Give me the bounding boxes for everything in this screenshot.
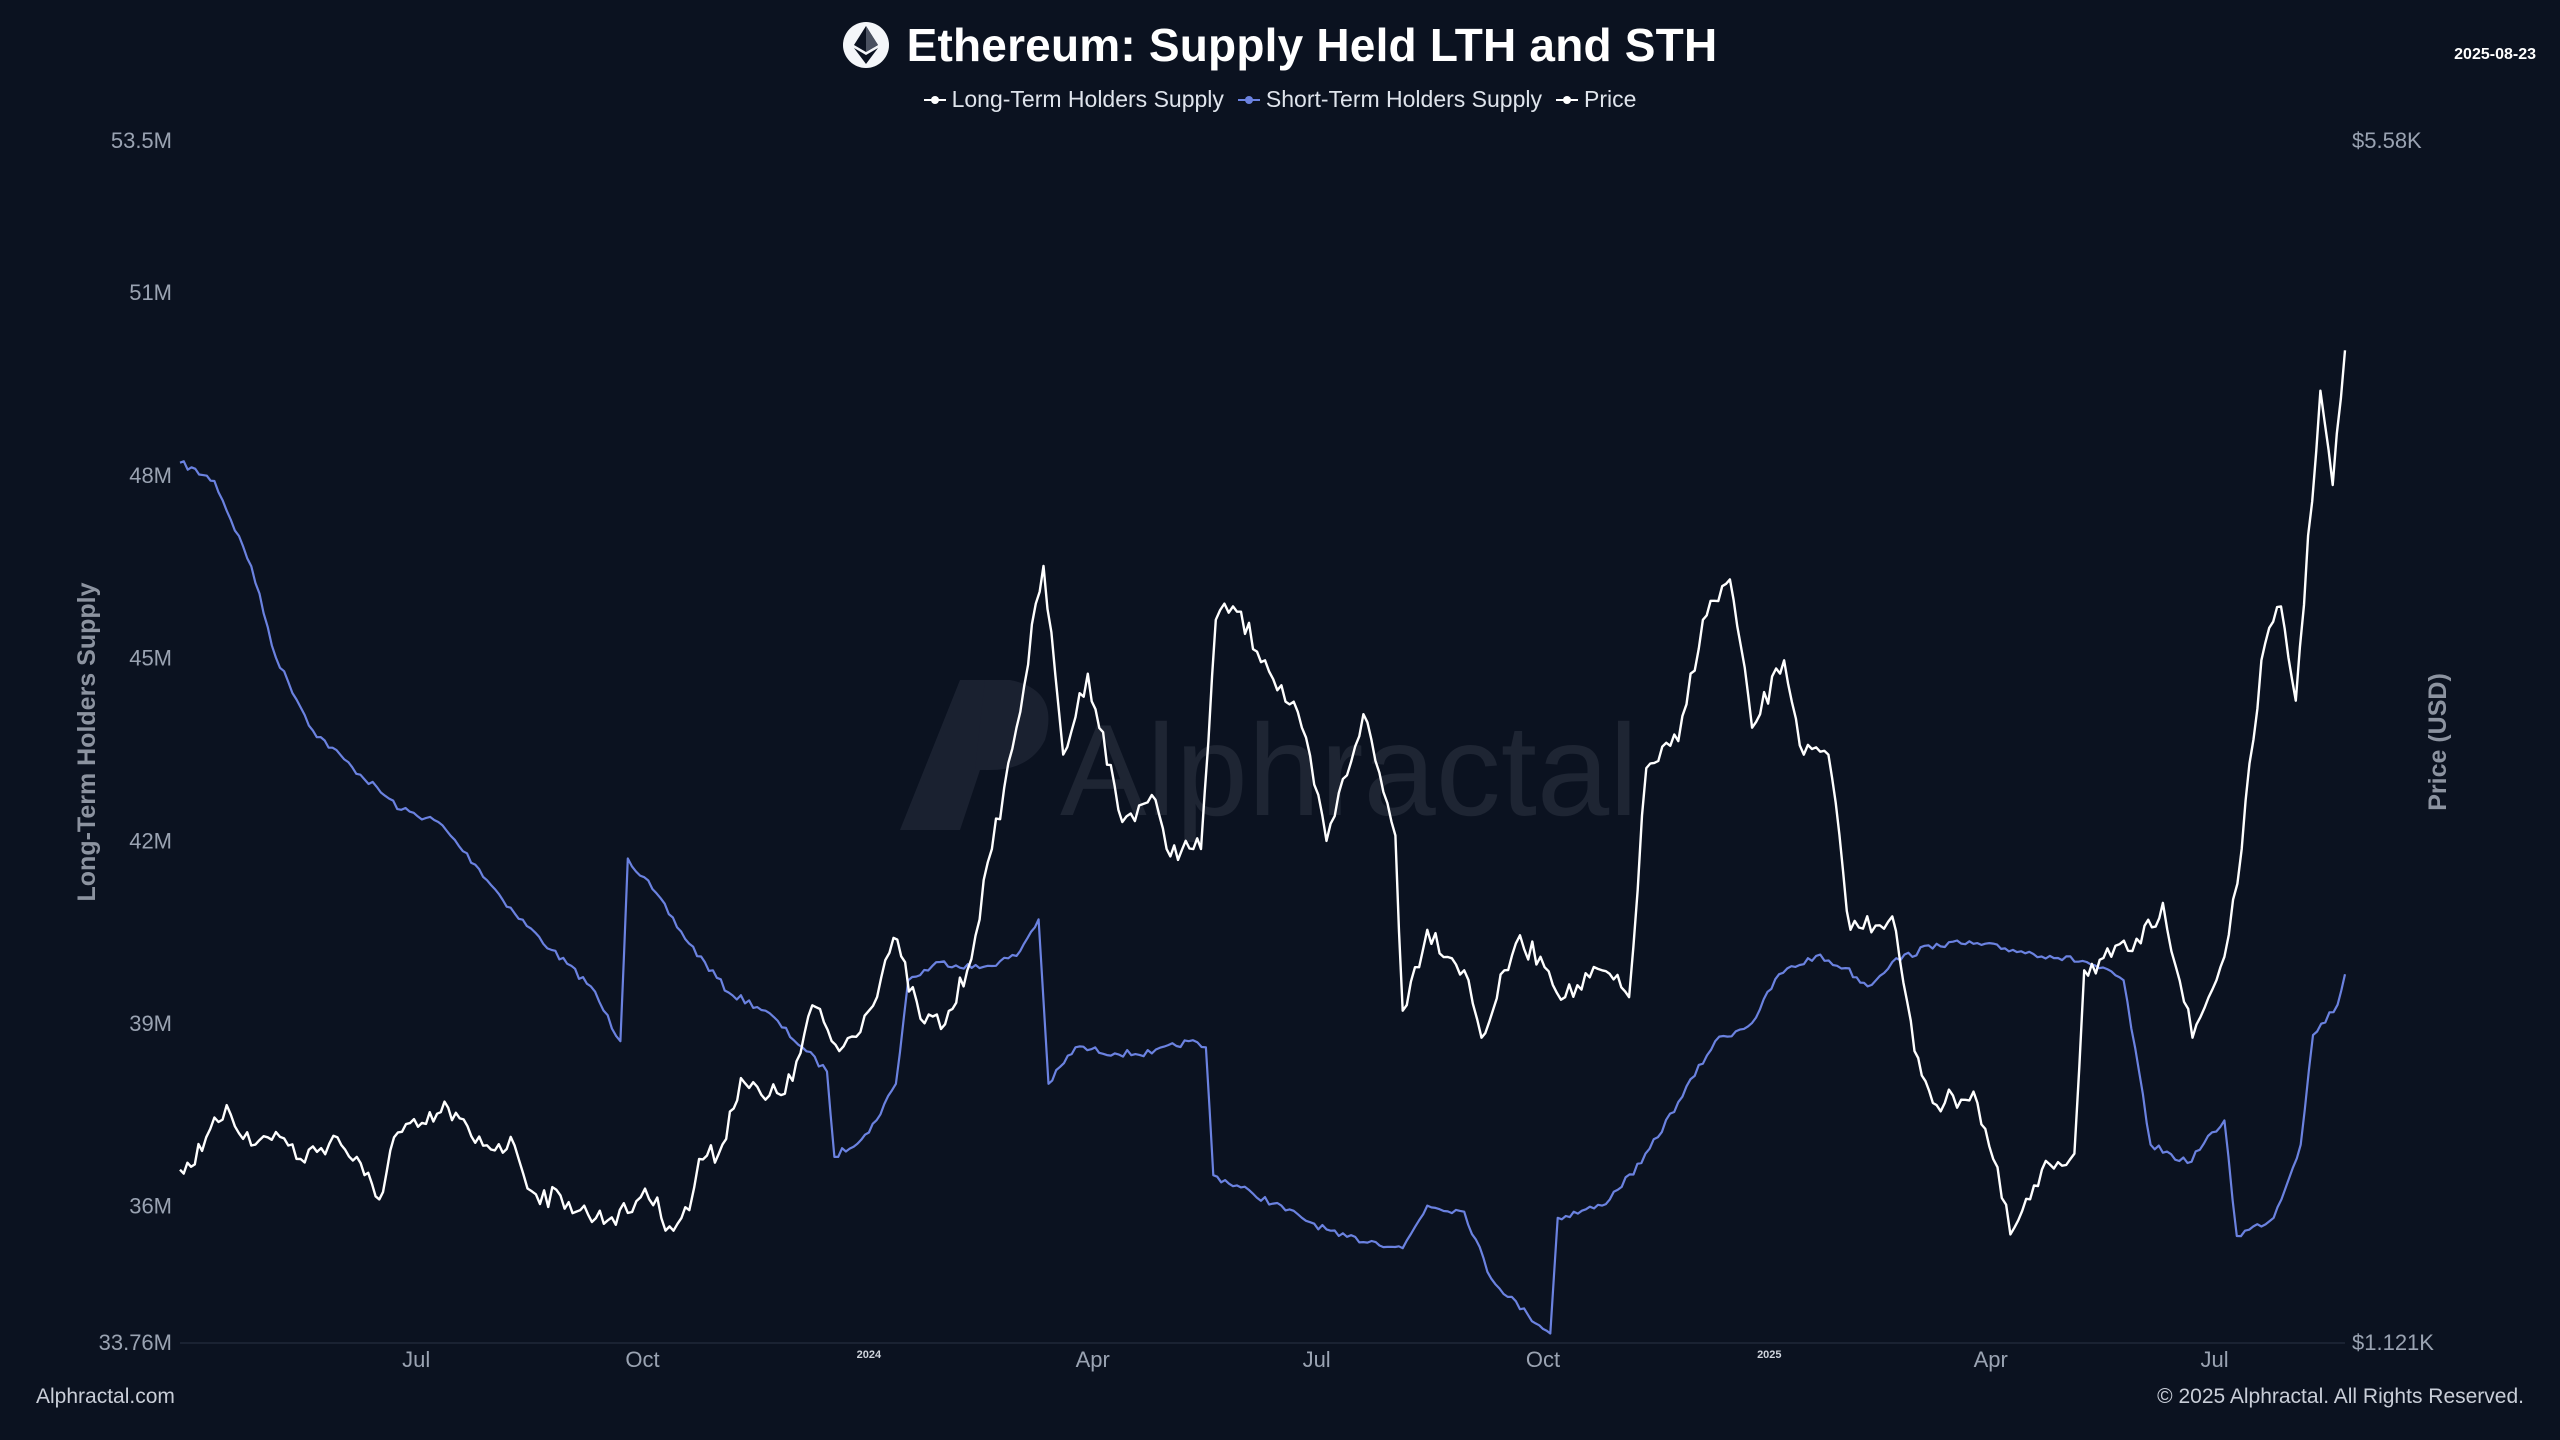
y-tick-label: 42M <box>129 828 172 853</box>
plot-area[interactable] <box>179 350 2347 1335</box>
y-tick-label: 48M <box>129 463 172 488</box>
series-line-price[interactable] <box>179 350 2347 1236</box>
y-tick-label: 45M <box>129 646 172 671</box>
date-label: 2025-08-23 <box>2454 46 2536 63</box>
chart-title: Ethereum: Supply Held LTH and STH <box>906 19 1718 71</box>
y-tick-label: 33.76M <box>99 1330 172 1355</box>
watermark: Alphractal <box>900 680 1638 843</box>
x-tick-label: Jul <box>402 1347 430 1372</box>
legend-label: Long-Term Holders Supply <box>951 86 1224 112</box>
y2-tick-label: $5.58K <box>2352 128 2422 153</box>
y-tick-label: 51M <box>129 280 172 305</box>
x-tick-label: Oct <box>625 1347 659 1372</box>
footer-copyright: © 2025 Alphractal. All Rights Reserved. <box>2157 1385 2524 1408</box>
y2-axis-title: Price (USD) <box>2424 673 2452 811</box>
legend-line-marker-icon <box>1237 95 1260 104</box>
footer-site: Alphractal.com <box>36 1385 175 1408</box>
series-line-short-term-holders-supply[interactable] <box>179 460 2347 1335</box>
legend-item-lth[interactable]: Long-Term Holders Supply <box>923 86 1224 113</box>
alphractal-logo-icon <box>900 680 1049 830</box>
y-tick-label: 53.5M <box>111 128 172 153</box>
x-tick-label: Apr <box>1076 1347 1110 1372</box>
x-tick-label: Jul <box>2201 1347 2229 1372</box>
x-tick-label: Jul <box>1303 1347 1331 1372</box>
x-tick-label: Apr <box>1974 1347 2008 1372</box>
y2-tick-label: $1.121K <box>2352 1330 2434 1355</box>
legend-label: Short-Term Holders Supply <box>1265 86 1542 112</box>
x-tick-label: Oct <box>1526 1347 1560 1372</box>
chart-header: Ethereum: Supply Held LTH and STH <box>0 18 2560 72</box>
legend[interactable]: Long-Term Holders Supply Short-Term Hold… <box>0 86 2560 113</box>
x-tick-label: 2024 <box>857 1349 882 1361</box>
x-tick-label: 2025 <box>1757 1349 1781 1361</box>
left-axis: 53.5M 51M 48M 45M 42M 39M 36M 33.76M <box>99 128 172 1355</box>
legend-item-price[interactable]: Price <box>1556 86 1636 113</box>
legend-line-marker-icon <box>923 95 946 104</box>
y-tick-label: 36M <box>129 1194 172 1219</box>
right-axis: $5.58K $1.121K <box>2352 128 2434 1355</box>
y-axis-title: Long-Term Holders Supply <box>73 582 101 901</box>
ethereum-icon <box>842 22 889 68</box>
legend-label: Price <box>1584 86 1637 112</box>
legend-item-sth[interactable]: Short-Term Holders Supply <box>1237 86 1542 113</box>
y-tick-label: 39M <box>129 1011 172 1036</box>
legend-line-marker-icon <box>1556 95 1578 104</box>
x-axis: Jul Oct 2024 Apr Jul Oct 2025 Apr Jul <box>402 1347 2229 1372</box>
